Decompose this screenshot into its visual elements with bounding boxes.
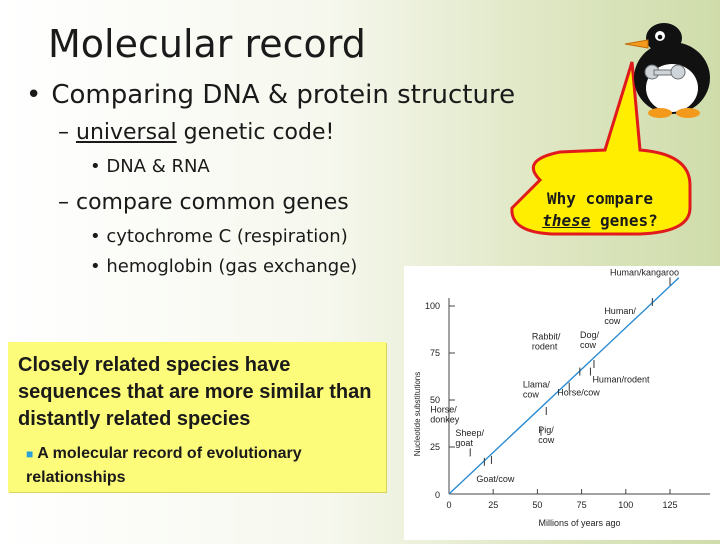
square-bullet-icon: ■ (26, 447, 34, 461)
data-point-label: rodent (532, 342, 558, 352)
bullet-comparing: • Comparing DNA & protein structure (26, 80, 515, 110)
data-point-label: donkey (430, 414, 460, 424)
sub-bullet-hemoglobin: • hemoglobin (gas exchange) (90, 256, 358, 277)
x-tick-label: 75 (577, 500, 587, 510)
data-point-label: Sheep/ (455, 428, 484, 438)
y-tick-label: 0 (435, 490, 440, 500)
genetic-code-text: genetic code! (183, 120, 335, 145)
speech-bubble-icon (510, 61, 692, 236)
data-point-label: Human/rodent (592, 375, 650, 385)
sub-bullet-dna-rna: • DNA & RNA (90, 156, 210, 177)
data-point-label: Human/kangaroo (610, 267, 679, 277)
sub-bullet-cytochrome: • cytochrome C (respiration) (90, 226, 348, 247)
bullet-dot-icon: • (26, 80, 42, 110)
universal-word: universal (76, 120, 177, 145)
data-point-label: cow (580, 340, 597, 350)
data-point-label: Goat/cow (476, 474, 515, 484)
summary-box: Closely related species have sequences t… (8, 342, 386, 492)
data-point-label: goat (455, 438, 473, 448)
sub-bullet-compare-genes: – compare common genes (58, 190, 349, 215)
data-point-label: Human/ (604, 306, 636, 316)
x-tick-label: 50 (532, 500, 542, 510)
data-point-label: Horse/cow (557, 388, 600, 398)
trend-line (448, 277, 680, 495)
y-tick-label: 50 (430, 395, 440, 405)
callout-line1: Why compare (547, 189, 653, 208)
data-point-label: Dog/ (580, 330, 600, 340)
y-tick-label: 75 (430, 348, 440, 358)
dash-glyph: – (58, 120, 69, 145)
data-point-label: Horse/ (430, 404, 457, 414)
summary-sub-bullet: ■ A molecular record of evolutionary rela… (26, 442, 376, 490)
y-axis-label: Nucleotide substitutions (413, 372, 422, 457)
slide-title: Molecular record (48, 22, 366, 66)
x-tick-label: 25 (488, 500, 498, 510)
x-axis-label: Millions of years ago (538, 518, 620, 528)
chart-panel: 0 25 50 75 100 0 25 50 75 100 125 Millions of years… (404, 266, 720, 540)
x-tick-label: 0 (446, 500, 451, 510)
data-point-label: cow (538, 435, 555, 445)
x-tick-label: 100 (618, 500, 633, 510)
y-tick-label: 100 (425, 301, 440, 311)
sub-bullet-universal: – universal genetic code! (58, 120, 334, 145)
penguin-icon (624, 23, 710, 118)
callout-genes: genes? (600, 211, 658, 230)
data-point-label: Pig/ (538, 425, 554, 435)
callout-these: these (542, 211, 591, 230)
bullet-comparing-text: Comparing DNA & protein structure (51, 80, 516, 110)
x-tick-label: 125 (662, 500, 677, 510)
summary-main-text: Closely related species have sequences t… (18, 354, 372, 430)
substitution-chart: 0 25 50 75 100 0 25 50 75 100 125 Millions of years… (413, 267, 710, 528)
summary-sub-text: A molecular record of evolutionary relat… (26, 445, 302, 486)
data-point-label: cow (604, 316, 621, 326)
callout-line2: these genes? (510, 210, 690, 232)
y-tick-label: 25 (430, 442, 440, 452)
data-point-label: cow (523, 390, 540, 400)
data-point-label: Rabbit/ (532, 332, 561, 342)
penguin-callout-graphic (510, 23, 710, 236)
data-point-label: Llama/ (523, 380, 551, 390)
callout-text: Why compare these genes? (510, 188, 690, 232)
